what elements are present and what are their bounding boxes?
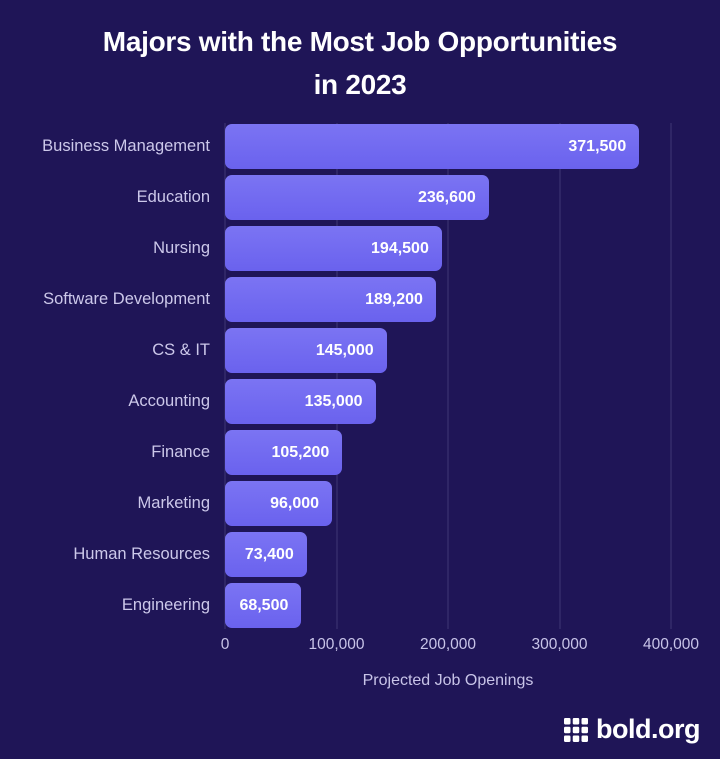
value-label: 145,000 bbox=[315, 341, 374, 359]
category-label: Human Resources bbox=[73, 545, 210, 563]
bar-row: Software Development 189,200 bbox=[0, 274, 720, 325]
x-axis-ticks: 0 100,000 200,000 300,000 400,000 bbox=[221, 631, 699, 659]
brand-footer: bold.org bbox=[564, 716, 700, 743]
bold-grid-icon bbox=[564, 717, 589, 742]
bar-track: 73,400 bbox=[225, 532, 671, 577]
value-label: 96,000 bbox=[270, 494, 320, 512]
x-tick-label: 0 bbox=[220, 636, 230, 653]
brand-name: bold.org bbox=[596, 714, 700, 744]
bar-track: 236,600 bbox=[225, 175, 671, 220]
x-axis-title: Projected Job Openings bbox=[362, 672, 534, 689]
bar: 371,500 bbox=[225, 124, 640, 169]
bar: 96,000 bbox=[225, 481, 333, 526]
x-tick-label: 300,000 bbox=[531, 636, 588, 653]
value-label: 135,000 bbox=[304, 392, 363, 410]
chart-title-line1: Majors with the Most Job Opportunities bbox=[102, 26, 618, 57]
bar-rows: Business Management 371,500 Education 236,6… bbox=[0, 121, 720, 631]
category-label: CS & IT bbox=[152, 341, 210, 359]
value-label: 73,400 bbox=[244, 545, 294, 563]
bar: 68,500 bbox=[225, 583, 302, 628]
category-label: Accounting bbox=[128, 392, 210, 410]
bar-row: Engineering 68,500 bbox=[0, 580, 720, 631]
value-label: 236,600 bbox=[417, 188, 476, 206]
category-label: Education bbox=[136, 188, 210, 206]
bar-row: Finance 105,200 bbox=[0, 427, 720, 478]
bar: 73,400 bbox=[225, 532, 307, 577]
bar-row: Marketing 96,000 bbox=[0, 478, 720, 529]
category-label: Software Development bbox=[43, 290, 210, 308]
bar-track: 194,500 bbox=[225, 226, 671, 271]
category-label: Finance bbox=[151, 443, 210, 461]
x-tick-label: 100,000 bbox=[308, 636, 365, 653]
bar-track: 371,500 bbox=[225, 124, 671, 169]
bar: 145,000 bbox=[225, 328, 387, 373]
chart-title: Majors with the Most Job Opportunities i… bbox=[0, 0, 720, 106]
value-label: 189,200 bbox=[365, 290, 423, 308]
bar-row: Business Management 371,500 bbox=[0, 121, 720, 172]
bar-chart: Business Management 371,500 Education 236,6… bbox=[0, 121, 720, 690]
category-label: Nursing bbox=[153, 239, 210, 257]
bar-track: 135,000 bbox=[225, 379, 671, 424]
value-label: 371,500 bbox=[568, 137, 627, 155]
bar: 189,200 bbox=[225, 277, 436, 322]
value-label: 68,500 bbox=[239, 596, 289, 614]
bar-track: 189,200 bbox=[225, 277, 671, 322]
bar-row: Education 236,600 bbox=[0, 172, 720, 223]
bar-track: 68,500 bbox=[225, 583, 671, 628]
chart-title-line2: in 2023 bbox=[313, 69, 407, 100]
bar-track: 96,000 bbox=[225, 481, 671, 526]
value-label: 194,500 bbox=[371, 239, 429, 257]
bar: 194,500 bbox=[225, 226, 442, 271]
category-label: Engineering bbox=[121, 596, 210, 614]
bar-track: 145,000 bbox=[225, 328, 671, 373]
bar-row: Accounting 135,000 bbox=[0, 376, 720, 427]
bar-row: Nursing 194,500 bbox=[0, 223, 720, 274]
bar-row: Human Resources 73,400 bbox=[0, 529, 720, 580]
x-tick-label: 400,000 bbox=[642, 636, 700, 653]
bar-row: CS & IT 145,000 bbox=[0, 325, 720, 376]
x-tick-label: 200,000 bbox=[419, 636, 477, 653]
bar: 236,600 bbox=[225, 175, 489, 220]
bar-track: 105,200 bbox=[225, 430, 671, 475]
category-label: Marketing bbox=[137, 494, 210, 512]
bar: 135,000 bbox=[225, 379, 376, 424]
category-label: Business Management bbox=[42, 137, 210, 155]
bar: 105,200 bbox=[225, 430, 343, 475]
value-label: 105,200 bbox=[271, 443, 330, 461]
